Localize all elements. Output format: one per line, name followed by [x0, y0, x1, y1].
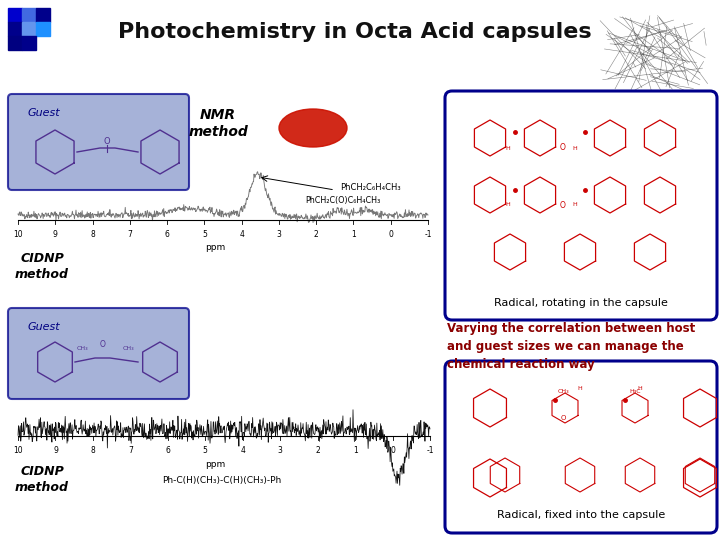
- Text: 3: 3: [278, 446, 283, 455]
- Text: 8: 8: [90, 230, 95, 239]
- Bar: [22, 22, 36, 36]
- Text: O: O: [104, 137, 110, 145]
- Text: 8: 8: [91, 446, 95, 455]
- Bar: [36, 22, 50, 36]
- Text: 4: 4: [239, 230, 244, 239]
- Text: 3: 3: [276, 230, 282, 239]
- FancyBboxPatch shape: [445, 91, 717, 320]
- Bar: [8, 36, 22, 50]
- FancyBboxPatch shape: [8, 308, 189, 399]
- Text: H: H: [505, 202, 510, 207]
- Bar: [22, 36, 36, 50]
- Text: 9: 9: [53, 446, 58, 455]
- Ellipse shape: [279, 109, 347, 147]
- Bar: [8, 22, 22, 36]
- Text: 9: 9: [53, 230, 58, 239]
- Text: 10: 10: [13, 446, 23, 455]
- Text: 5: 5: [202, 230, 207, 239]
- Text: PhCH₂C₆H₄CH₃: PhCH₂C₆H₄CH₃: [340, 183, 400, 192]
- Text: 7: 7: [127, 230, 132, 239]
- Text: H₃C: H₃C: [629, 389, 641, 394]
- Text: 5: 5: [203, 446, 207, 455]
- Text: CH₃: CH₃: [122, 346, 134, 351]
- Text: H: H: [577, 386, 582, 391]
- Text: 1: 1: [353, 446, 357, 455]
- Text: Photochemistry in Octa Acid capsules: Photochemistry in Octa Acid capsules: [118, 22, 592, 42]
- Text: O: O: [560, 200, 566, 210]
- FancyBboxPatch shape: [445, 361, 717, 533]
- Text: H: H: [638, 386, 642, 391]
- Text: Octa
Acid: Octa Acid: [637, 45, 653, 58]
- Text: PhCH₂C(O)C₆H₄CH₃: PhCH₂C(O)C₆H₄CH₃: [305, 196, 380, 205]
- FancyBboxPatch shape: [8, 94, 189, 190]
- Text: CIDNP
method: CIDNP method: [15, 465, 69, 494]
- Text: H: H: [505, 145, 510, 151]
- Text: CIDNP
method: CIDNP method: [15, 252, 69, 281]
- Text: Radical, rotating in the capsule: Radical, rotating in the capsule: [494, 298, 668, 308]
- Bar: [8, 8, 22, 22]
- Text: 1: 1: [351, 230, 356, 239]
- Text: Ph-C(H)(CH₃)-C(H)(CH₃)-Ph: Ph-C(H)(CH₃)-C(H)(CH₃)-Ph: [163, 476, 282, 485]
- Bar: [36, 8, 50, 22]
- Text: O: O: [100, 340, 106, 349]
- Text: 0: 0: [388, 230, 393, 239]
- Text: CH₃: CH₃: [76, 346, 88, 351]
- Text: Guest: Guest: [28, 322, 60, 332]
- Text: H: H: [572, 145, 577, 151]
- Text: Guest: Guest: [28, 108, 60, 118]
- Text: 6: 6: [165, 230, 169, 239]
- Text: Varying the correlation between host
and guest sizes we can manage the
chemical : Varying the correlation between host and…: [447, 322, 696, 371]
- Text: 7: 7: [128, 446, 132, 455]
- Text: 2: 2: [314, 230, 318, 239]
- Text: O: O: [560, 144, 566, 152]
- Text: Radical, fixed into the capsule: Radical, fixed into the capsule: [497, 510, 665, 520]
- Text: O: O: [560, 415, 566, 421]
- Text: 2: 2: [315, 446, 320, 455]
- Text: 6: 6: [166, 446, 170, 455]
- Text: H: H: [572, 202, 577, 207]
- Bar: [22, 8, 36, 22]
- Text: 10: 10: [13, 230, 23, 239]
- Text: ppm: ppm: [205, 460, 225, 469]
- Text: 0: 0: [390, 446, 395, 455]
- Text: -1: -1: [424, 230, 432, 239]
- Text: 4: 4: [240, 446, 246, 455]
- Text: CH₃: CH₃: [557, 389, 569, 394]
- Text: ppm: ppm: [205, 243, 225, 252]
- Text: NMR
method: NMR method: [188, 108, 248, 139]
- Text: -1: -1: [426, 446, 433, 455]
